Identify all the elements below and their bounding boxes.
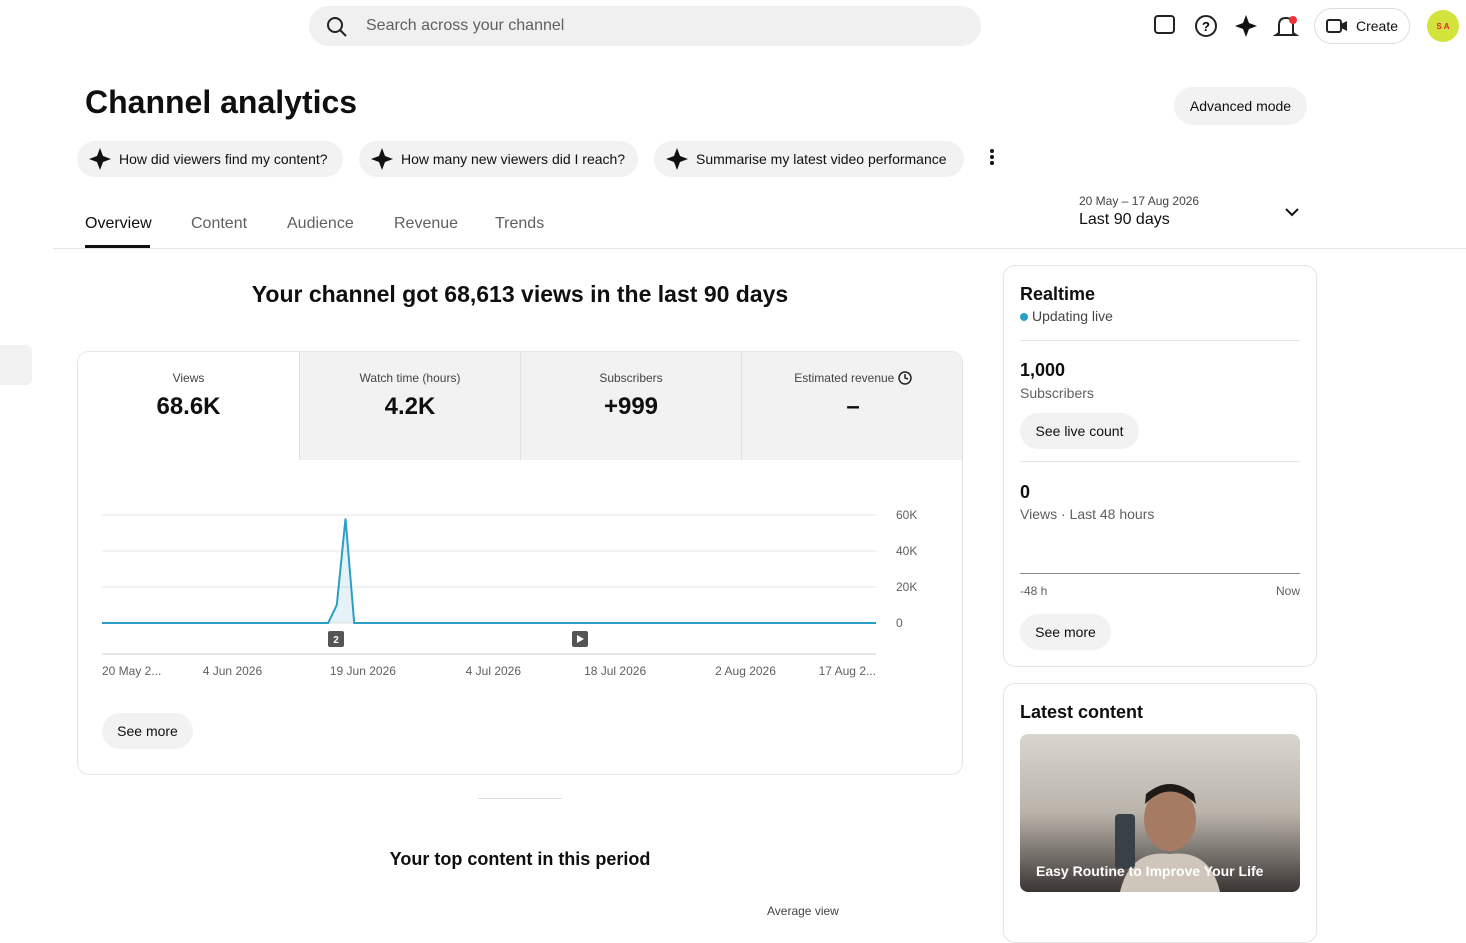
metric-tab[interactable]: Subscribers +999 [520,352,741,460]
y-tick-label: 60K [896,508,917,522]
divider [1020,340,1300,341]
sparkle-icon [371,148,393,170]
metric-label: Views [172,371,205,385]
search-placeholder: Search across your channel [366,17,565,34]
avatar[interactable]: S A [1427,10,1459,42]
latest-title: Latest content [1020,702,1144,722]
prompt-chip[interactable]: Summarise my latest video performance [654,141,964,177]
views-label: Views · Last 48 hours [1020,506,1155,522]
y-tick-label: 0 [896,616,903,630]
views-chart: 0 20K 40K 60K 20 May 2... 4 Jun 2026 19 Jun 20… [102,508,917,678]
metric-label: Subscribers [599,371,663,385]
axis-start: -48 h [1020,584,1048,598]
x-tick-label: 20 May 2... [102,664,161,678]
live-dot [1020,313,1028,321]
annotation-marker [328,631,344,647]
metric-label: Estimated revenue [742,371,962,385]
metric-label: Watch time (hours) [359,371,461,385]
status-text: Updating live [1032,308,1113,324]
views-count: 0 [1020,482,1031,502]
header-icons[interactable]: ? [1153,13,1303,39]
video-thumbnail[interactable]: Easy Routine to Improve Your Life [1020,734,1300,892]
tab[interactable]: Revenue [394,215,459,232]
svg-text:?: ? [1202,19,1210,34]
metric-value: 68.6K [156,393,221,420]
page: Search across your channel ? Create S A … [0,6,1466,943]
divider [53,248,1466,249]
realtime-status: Updating live [1020,308,1113,324]
prompt-text: How did viewers find my content? [119,151,328,167]
x-tick-label: 4 Jun 2026 [203,664,263,678]
subscriber-label: Subscribers [1020,385,1094,401]
latest-content-card: Latest content Easy Routine to Improve Y… [1003,683,1317,943]
realtime-title: Realtime [1020,284,1096,304]
top-content-heading: Your top content in this period [389,849,651,869]
metric-label-text: Estimated revenue [794,371,895,385]
prompt-text: Summarise my latest video performance [696,151,947,167]
prompt-text: How many new viewers did I reach? [401,151,626,167]
create-icon [1325,19,1347,33]
annotation-label: 2 [333,635,339,646]
more-button[interactable] [986,147,998,167]
create-button[interactable]: Create [1314,8,1410,44]
x-tick-label: 2 Aug 2026 [715,664,776,678]
page-title: Channel analytics [85,84,358,120]
metric-tab[interactable]: Views 68.6K [78,352,299,460]
see-more-button[interactable]: See more [1020,614,1111,650]
axis-end: Now [1275,584,1300,598]
separator [478,798,562,799]
search-bar[interactable]: Search across your channel [309,6,981,46]
sparkle-icon [89,148,111,170]
video-title: Easy Routine to Improve Your Life [1036,863,1264,879]
thumbnail-figure [1115,784,1220,892]
x-tick-label: 17 Aug 2... [819,664,876,678]
metric-tab[interactable]: Estimated revenue – [741,352,962,460]
tab[interactable]: Trends [495,215,545,232]
realtime-baseline [1020,573,1300,574]
subscriber-count: 1,000 [1020,360,1066,380]
x-tick-label: 4 Jul 2026 [466,664,522,678]
metric-tab[interactable]: Watch time (hours) 4.2K [299,352,520,460]
tab[interactable]: Content [191,215,248,232]
date-range-label[interactable]: Last 90 days [1079,211,1170,228]
chevron[interactable] [1284,206,1300,218]
date-range-dates: 20 May – 17 Aug 2026 [1079,194,1200,208]
line [102,518,876,624]
overview-card: Views 68.6K Watch time (hours) 4.2K Subscr… [77,351,963,775]
prompt-chip[interactable]: How did viewers find my content? [77,141,343,177]
metric-value: – [846,393,860,420]
line-area [102,518,876,623]
y-tick-label: 20K [896,580,917,594]
metric-value: +999 [603,393,659,420]
search-icon [327,17,347,37]
sparkle-icon [666,148,688,170]
tab-underline [85,245,150,248]
clock-icon [897,371,912,385]
headline: Your channel got 68,613 views in the las… [251,281,789,307]
tab[interactable]: Audience [287,215,354,232]
advanced-mode-button[interactable]: Advanced mode [1174,87,1307,125]
x-tick-label: 18 Jul 2026 [584,664,646,678]
prompt-chip[interactable]: How many new viewers did I reach? [359,141,638,177]
column-header: Average view [767,904,839,918]
tab[interactable]: Overview [85,215,152,232]
y-tick-label: 40K [896,544,917,558]
divider [1020,461,1300,462]
create-label: Create [1355,18,1399,34]
x-tick-label: 19 Jun 2026 [330,664,396,678]
side-tab[interactable] [0,345,32,385]
metric-value: 4.2K [384,393,436,420]
realtime-card: Realtime Updating live 1,000 Subscribers… [1003,265,1317,667]
live-count-button[interactable]: See live count [1020,413,1139,449]
see-more-button[interactable]: See more [102,713,193,749]
video-marker-icon [577,635,584,643]
